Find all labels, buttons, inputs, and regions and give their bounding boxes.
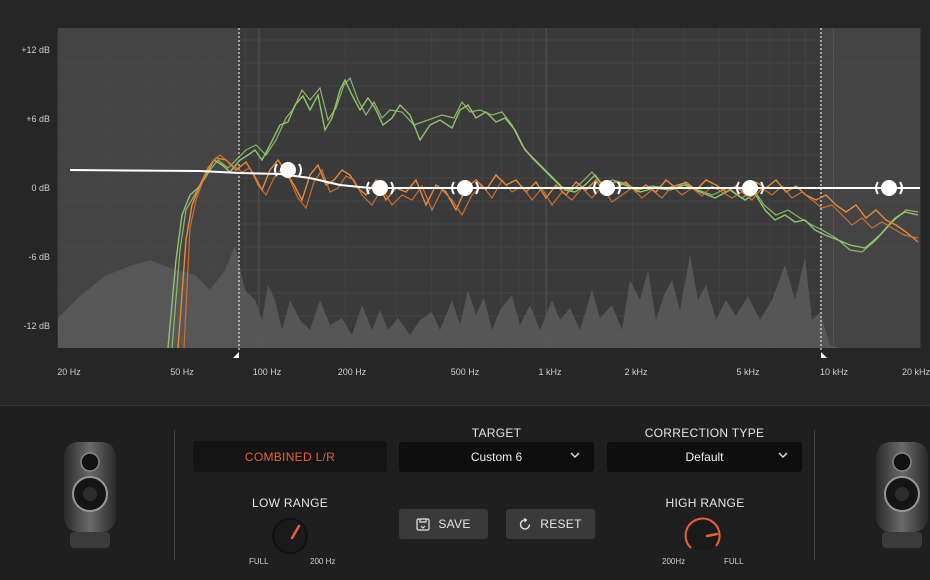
save-button[interactable]: SAVE (399, 509, 488, 539)
correction-type-select[interactable]: Default (607, 442, 802, 472)
x-label-5khz: 5 kHz (736, 367, 760, 377)
reset-button[interactable]: RESET (506, 509, 595, 539)
eq-graph[interactable]: +12 dB +6 dB 0 dB -6 dB -12 dB 20 Hz 50 … (0, 0, 930, 405)
correction-type-value: Default (685, 450, 724, 464)
chevron-down-icon (570, 450, 580, 462)
x-label-10khz: 10 kHz (819, 367, 849, 377)
reset-label: RESET (540, 517, 582, 531)
x-label-50hz: 50 Hz (170, 367, 194, 377)
divider-left (174, 430, 175, 560)
eq-band-handle[interactable] (451, 180, 479, 196)
target-value: Custom 6 (470, 450, 523, 464)
save-label: SAVE (438, 517, 471, 531)
eq-band-handle[interactable] (593, 180, 621, 196)
measured-curve-right-2 (171, 76, 919, 349)
eq-band-handle[interactable] (274, 162, 302, 178)
x-label-500hz: 500 Hz (450, 367, 480, 377)
combined-lr-button[interactable]: COMBINED L/R (193, 441, 387, 472)
eq-graph-canvas[interactable] (0, 0, 930, 405)
high-range-min: 200Hz (662, 557, 686, 566)
reset-icon (520, 517, 531, 530)
y-label-plus6: +6 dB (26, 114, 50, 124)
speaker-icon (876, 442, 928, 548)
spectrum-fill (58, 246, 840, 348)
chevron-down-icon (778, 450, 788, 462)
x-label-20hz: 20 Hz (57, 367, 81, 377)
high-range-label: HIGH RANGE (665, 496, 745, 510)
y-label-minus6: -6 dB (28, 252, 50, 262)
x-label-200hz: 200 Hz (337, 367, 367, 377)
eq-band-handle[interactable] (366, 180, 394, 196)
target-select[interactable]: Custom 6 (399, 442, 594, 472)
y-label-plus12: +12 dB (21, 45, 50, 55)
eq-band-handle[interactable] (875, 180, 903, 196)
speaker-icon (64, 442, 116, 548)
low-range-label: LOW RANGE (251, 496, 329, 510)
eq-band-handle[interactable] (736, 180, 764, 196)
x-label-20khz: 20 kHz (901, 367, 930, 377)
measured-curve-right (167, 78, 919, 349)
high-range-max: FULL (724, 557, 744, 566)
x-label-1khz: 1 kHz (538, 367, 562, 377)
high-range-handle[interactable] (821, 352, 827, 358)
high-range-knob[interactable] (683, 516, 723, 556)
low-range-max: 200 Hz (310, 557, 336, 566)
low-range-handle[interactable] (233, 352, 239, 358)
divider-right (814, 430, 815, 560)
low-range-knob[interactable] (270, 516, 310, 556)
x-label-2khz: 2 kHz (624, 367, 648, 377)
x-label-100hz: 100 Hz (252, 367, 282, 377)
control-panel (0, 405, 930, 580)
correction-type-label: CORRECTION TYPE (644, 426, 765, 440)
save-icon (416, 517, 430, 531)
target-curve (69, 169, 920, 189)
y-label-minus12: -12 dB (23, 321, 50, 331)
y-label-0: 0 dB (31, 183, 50, 193)
target-label: TARGET (471, 426, 522, 440)
low-range-min: FULL (249, 557, 269, 566)
